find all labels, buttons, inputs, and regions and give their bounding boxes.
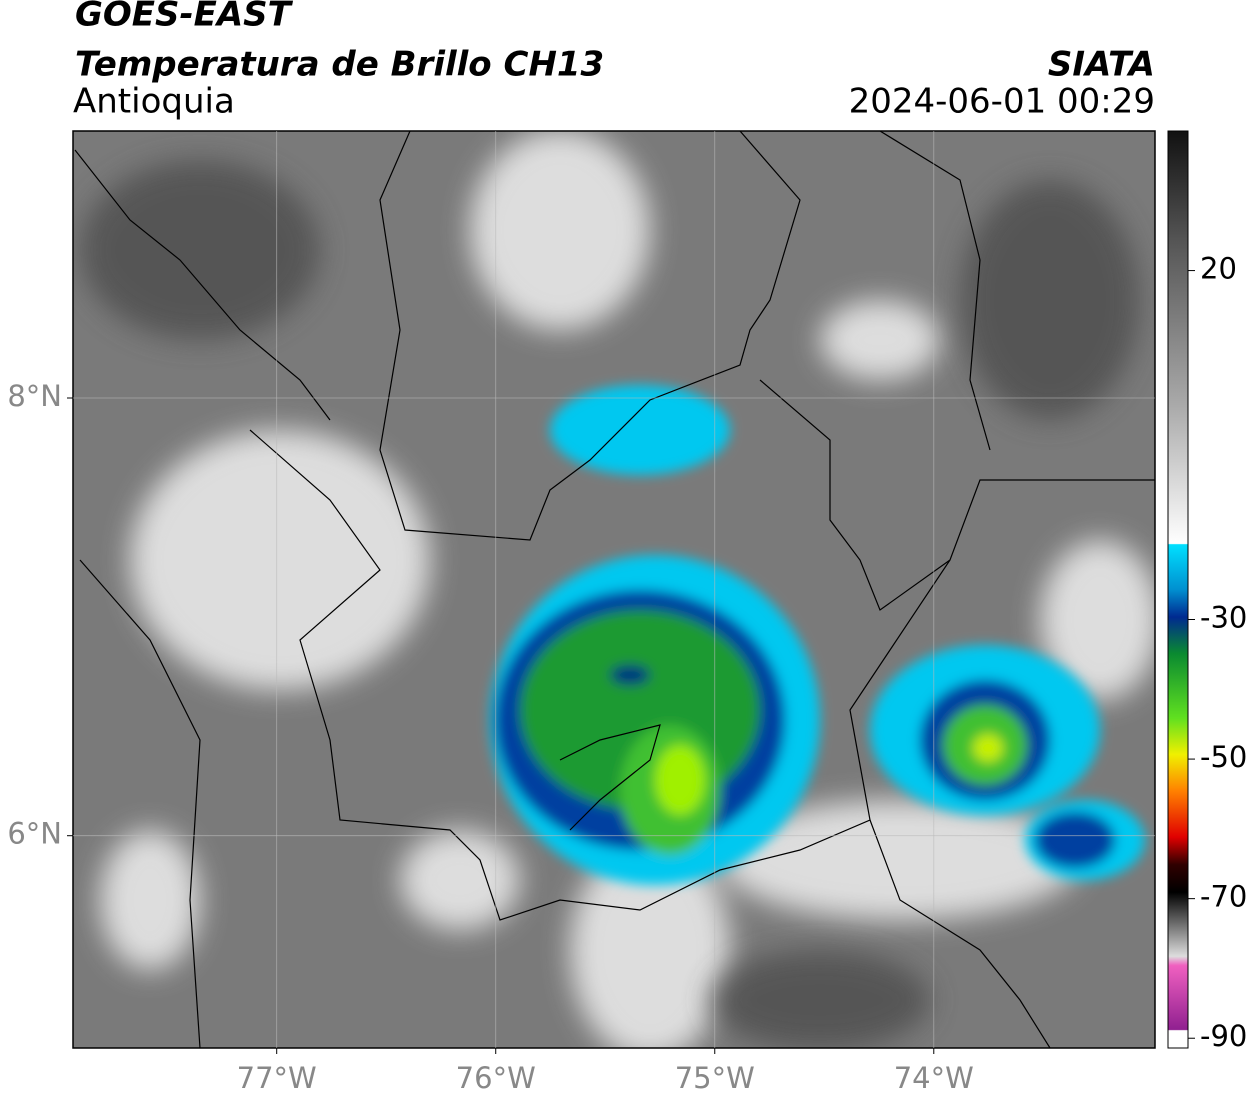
colorbar-tick-label: -50 xyxy=(1200,740,1247,774)
map-frame xyxy=(72,130,1156,1049)
region: Antioquia xyxy=(73,82,235,122)
x-tick-label: 74°W xyxy=(894,1061,974,1095)
y-tick-label: 6°N xyxy=(7,817,62,851)
colorbar-tick-label: -30 xyxy=(1200,601,1247,635)
y-tick-label: 8°N xyxy=(7,379,62,413)
x-tick-label: 76°W xyxy=(456,1061,536,1095)
x-tick-label: 75°W xyxy=(675,1061,755,1095)
title: GOES-EAST xyxy=(75,0,294,35)
x-tick-label: 77°W xyxy=(237,1061,317,1095)
colorbar-tick-label: 20 xyxy=(1200,252,1237,286)
colorbar xyxy=(1167,130,1189,1049)
colorbar-tick-label: -90 xyxy=(1200,1019,1247,1053)
datetime: 2024-06-01 00:29 xyxy=(849,82,1155,122)
colorbar-tick-label: -70 xyxy=(1200,880,1247,914)
satellite-image xyxy=(73,131,1155,1048)
subtitle: Temperatura de Brillo CH13 xyxy=(75,45,604,85)
source: SIATA xyxy=(1048,45,1155,85)
